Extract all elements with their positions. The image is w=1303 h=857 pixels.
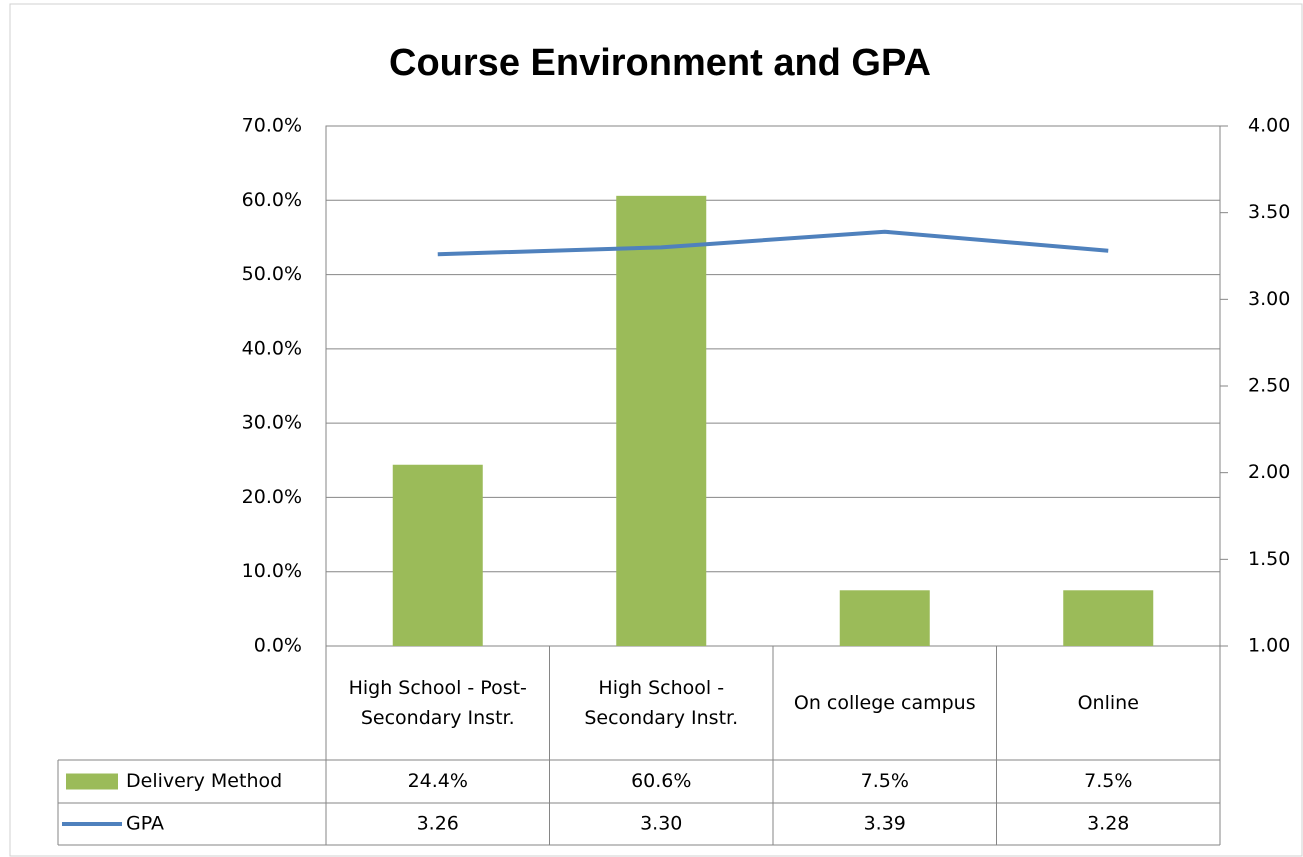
y2-tick-label: 2.00 — [1248, 461, 1290, 483]
table-value: 3.39 — [864, 813, 906, 835]
category-label: High School - Post-Secondary Instr. — [348, 676, 527, 729]
y2-tick-label: 1.00 — [1248, 635, 1290, 657]
y2-tick-label: 3.00 — [1248, 288, 1290, 310]
table-value: 3.30 — [640, 813, 682, 835]
table-value: 3.26 — [417, 813, 459, 835]
category-label: High School - Secondary Instr. — [584, 676, 739, 729]
y-tick-label: 60.0% — [242, 189, 302, 211]
table-value: 7.5% — [1084, 770, 1132, 792]
bar — [1063, 590, 1154, 646]
y2-tick-label: 4.00 — [1248, 115, 1290, 137]
y2-tick-label: 2.50 — [1248, 375, 1290, 397]
line — [437, 229, 1109, 257]
y-tick-label: 70.0% — [242, 115, 302, 137]
y-tick-label: 30.0% — [242, 412, 302, 434]
table-value: 3.28 — [1087, 813, 1129, 835]
bar — [839, 590, 930, 646]
category-label: On college campus — [793, 691, 976, 714]
y2-tick-label: 3.50 — [1248, 201, 1290, 223]
legend-label: Delivery Method — [126, 770, 282, 792]
table-value: 7.5% — [861, 770, 909, 792]
chart-title: Course Environment and GPA — [389, 42, 931, 84]
y2-tick-label: 1.50 — [1248, 548, 1290, 570]
y-tick-label: 10.0% — [242, 560, 302, 582]
bar — [392, 464, 483, 646]
table-value: 24.4% — [408, 770, 468, 792]
bar — [616, 195, 707, 647]
legend-label: GPA — [126, 813, 164, 835]
category-label: Online — [1077, 691, 1139, 714]
y-tick-label: 40.0% — [242, 337, 302, 359]
y-tick-label: 50.0% — [242, 263, 302, 285]
y-tick-label: 20.0% — [242, 486, 302, 508]
y-tick-label: 0.0% — [254, 635, 302, 657]
table-value: 60.6% — [631, 770, 691, 792]
legend-key — [66, 773, 118, 790]
